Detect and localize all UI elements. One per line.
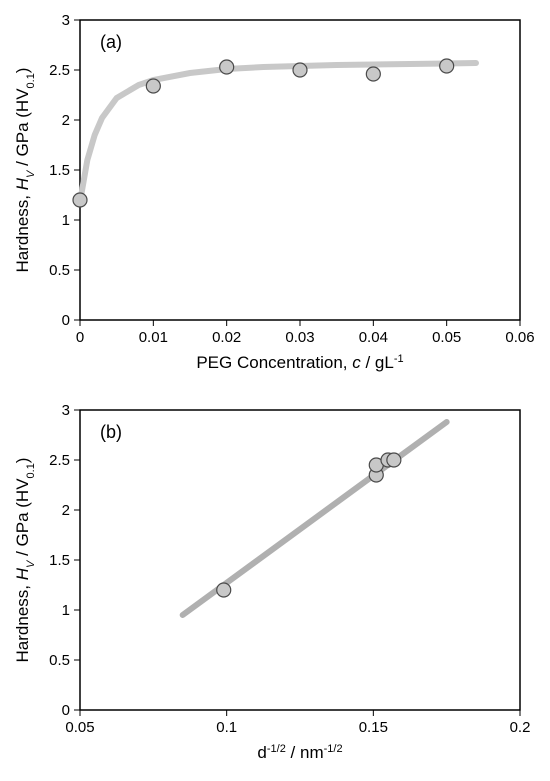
- x-axis-label: d-1/2 / nm-1/2: [257, 743, 342, 762]
- figure-container: 0 0.01 0.02 0.03 0.04 0.05 0.06 0 0.5 1 1.5 2 2.5 3 (a…: [0, 0, 550, 781]
- x-tick-label: 0.02: [212, 329, 241, 346]
- data-point: [366, 67, 380, 81]
- figure-svg: 0 0.01 0.02 0.03 0.04 0.05 0.06 0 0.5 1 1.5 2 2.5 3 (a…: [0, 0, 550, 781]
- y-tick-label: 0: [62, 702, 70, 719]
- data-point: [217, 583, 231, 597]
- y-tick-label: 1.5: [49, 552, 70, 569]
- y-tick-label: 0.5: [49, 652, 70, 669]
- y-tick-label: 1.5: [49, 162, 70, 179]
- data-point: [220, 60, 234, 74]
- y-tick-label: 2: [62, 502, 70, 519]
- x-tick-label: 0.06: [505, 329, 534, 346]
- y-axis-label: Hardness, HV / GPa (HV0.1): [13, 68, 37, 273]
- y-tick-label: 0: [62, 312, 70, 329]
- x-axis-label: PEG Concentration, c / gL-1: [196, 353, 403, 372]
- data-point: [73, 193, 87, 207]
- data-point: [387, 453, 401, 467]
- y-tick-label: 1: [62, 602, 70, 619]
- y-axis-label: Hardness, HV / GPa (HV0.1): [13, 458, 37, 663]
- panel-label: (b): [100, 422, 122, 442]
- x-tick-label: 0.05: [65, 719, 94, 736]
- y-tick-label: 3: [62, 402, 70, 419]
- x-tick-label: 0.2: [510, 719, 531, 736]
- panel-label: (a): [100, 32, 122, 52]
- data-point: [440, 59, 454, 73]
- x-tick-label: 0.03: [285, 329, 314, 346]
- plot-border: [80, 410, 520, 710]
- y-tick-label: 1: [62, 212, 70, 229]
- x-tick-label: 0.01: [139, 329, 168, 346]
- x-tick-label: 0: [76, 329, 84, 346]
- y-tick-label: 0.5: [49, 262, 70, 279]
- x-tick-label: 0.15: [359, 719, 388, 736]
- x-tick-label: 0.04: [359, 329, 388, 346]
- x-tick-label: 0.05: [432, 329, 461, 346]
- y-tick-label: 2.5: [49, 62, 70, 79]
- x-tick-label: 0.1: [216, 719, 237, 736]
- data-point: [146, 79, 160, 93]
- y-tick-label: 3: [62, 12, 70, 29]
- y-tick-label: 2: [62, 112, 70, 129]
- fit-curve: [80, 63, 476, 202]
- data-point: [293, 63, 307, 77]
- y-tick-label: 2.5: [49, 452, 70, 469]
